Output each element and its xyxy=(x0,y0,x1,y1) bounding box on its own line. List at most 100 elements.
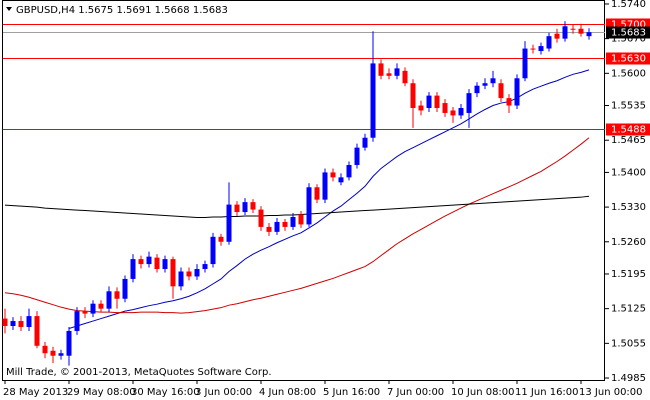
candle-body xyxy=(586,32,592,37)
candle-body xyxy=(466,93,472,113)
header: GBPUSD,H4 1.5675 1.5691 1.5668 1.5683 xyxy=(16,5,228,16)
symbol: GBPUSD,H4 xyxy=(16,5,75,16)
candle-body xyxy=(314,187,320,200)
candle-body xyxy=(434,95,440,109)
candle-body xyxy=(322,172,328,200)
candle-body xyxy=(218,236,224,242)
candle-body xyxy=(362,137,368,148)
candle-body xyxy=(426,95,432,109)
candle-body xyxy=(554,33,560,39)
candle-body xyxy=(378,63,384,76)
candle-body xyxy=(106,291,112,309)
x-tick-label: 30 May 16:00 xyxy=(131,387,200,398)
x-tick-label: 7 Jun 00:00 xyxy=(387,387,444,398)
level-label: 1.5488 xyxy=(611,125,646,136)
open-value: 1.5675 xyxy=(78,5,113,16)
candle-body xyxy=(538,46,544,52)
candle-body xyxy=(210,236,216,265)
candle-body xyxy=(578,28,584,34)
plot-frame xyxy=(2,0,605,381)
candle-body xyxy=(570,28,576,30)
candle-body xyxy=(138,259,144,265)
x-tick-label: 11 Jun 16:00 xyxy=(515,387,579,398)
candle-body xyxy=(58,353,64,356)
current-price-box xyxy=(606,26,650,39)
candle-body xyxy=(122,278,128,299)
x-tick-label: 10 Jun 08:00 xyxy=(451,387,515,398)
y-tick-label: 1.5125 xyxy=(611,304,646,315)
y-tick-label: 1.5055 xyxy=(611,338,646,349)
candle-body xyxy=(474,85,480,94)
level-label-box xyxy=(606,123,650,136)
y-tick-label: 1.5330 xyxy=(611,202,646,213)
candle-body xyxy=(490,78,496,84)
current-price-label: 1.5683 xyxy=(611,28,646,39)
level-label-box xyxy=(606,52,650,65)
candle-body xyxy=(186,271,192,277)
candle-body xyxy=(234,204,240,213)
candle-body xyxy=(442,103,448,113)
menu-triangle xyxy=(6,7,12,11)
x-tick-label: 28 May 2013 xyxy=(3,387,68,398)
candle-body xyxy=(530,48,536,50)
x-tick-label: 13 Jun 00:00 xyxy=(579,387,643,398)
candle-body xyxy=(546,36,552,49)
candle-body xyxy=(162,259,168,270)
candle-body xyxy=(274,221,280,232)
candle-body xyxy=(34,316,40,346)
y-tick-label: 1.5260 xyxy=(611,237,646,248)
candle-body xyxy=(26,316,32,327)
candle-body xyxy=(306,187,312,225)
y-tick-label: 1.5600 xyxy=(611,68,646,79)
copyright: Mill Trade, © 2001-2013, MetaQuotes Soft… xyxy=(6,367,272,378)
candle-body xyxy=(178,271,184,287)
candle-body xyxy=(194,269,200,277)
candle-body xyxy=(250,202,256,210)
candle-body xyxy=(562,26,568,39)
candle-body xyxy=(298,214,304,225)
candle-body xyxy=(418,105,424,111)
candle-body xyxy=(290,217,296,227)
candle-body xyxy=(74,311,80,331)
x-tick-label: 4 Jun 08:00 xyxy=(259,387,316,398)
candle-body xyxy=(266,226,272,232)
candle-body xyxy=(450,110,456,116)
candle-body xyxy=(90,303,96,314)
low-value: 1.5668 xyxy=(155,5,190,16)
candle-body xyxy=(258,209,264,227)
x-tick-label: 29 May 08:00 xyxy=(67,387,136,398)
candle-body xyxy=(410,83,416,109)
candle-body xyxy=(370,63,376,138)
candle-body xyxy=(482,83,488,86)
candle-body xyxy=(66,330,72,356)
candle-body xyxy=(354,147,360,165)
y-tick-label: 1.5465 xyxy=(611,135,646,146)
close-value: 1.5683 xyxy=(193,5,228,16)
candle-body xyxy=(498,83,504,99)
y-tick-label: 1.4985 xyxy=(611,373,646,384)
candle-body xyxy=(506,98,512,106)
candle-body xyxy=(346,164,352,178)
candle-body xyxy=(146,256,152,265)
candle-body xyxy=(522,48,528,79)
y-tick-label: 1.5400 xyxy=(611,167,646,178)
candle-body xyxy=(18,321,24,327)
high-value: 1.5691 xyxy=(116,5,151,16)
candle-body xyxy=(98,303,104,309)
y-tick-label: 1.5535 xyxy=(611,101,646,112)
moving-average xyxy=(4,195,590,218)
candle-body xyxy=(82,311,88,314)
candle-body xyxy=(42,345,48,354)
candle-body xyxy=(386,73,392,76)
candle-body xyxy=(458,108,464,116)
candle-body xyxy=(130,259,136,279)
candle-body xyxy=(2,318,8,326)
candle-body xyxy=(170,259,176,287)
candle-body xyxy=(114,291,120,299)
candle-body xyxy=(226,204,232,242)
candle-body xyxy=(338,177,344,183)
candle-body xyxy=(10,321,16,326)
level-label: 1.5700 xyxy=(611,20,646,31)
y-tick-label: 1.5670 xyxy=(611,34,646,45)
